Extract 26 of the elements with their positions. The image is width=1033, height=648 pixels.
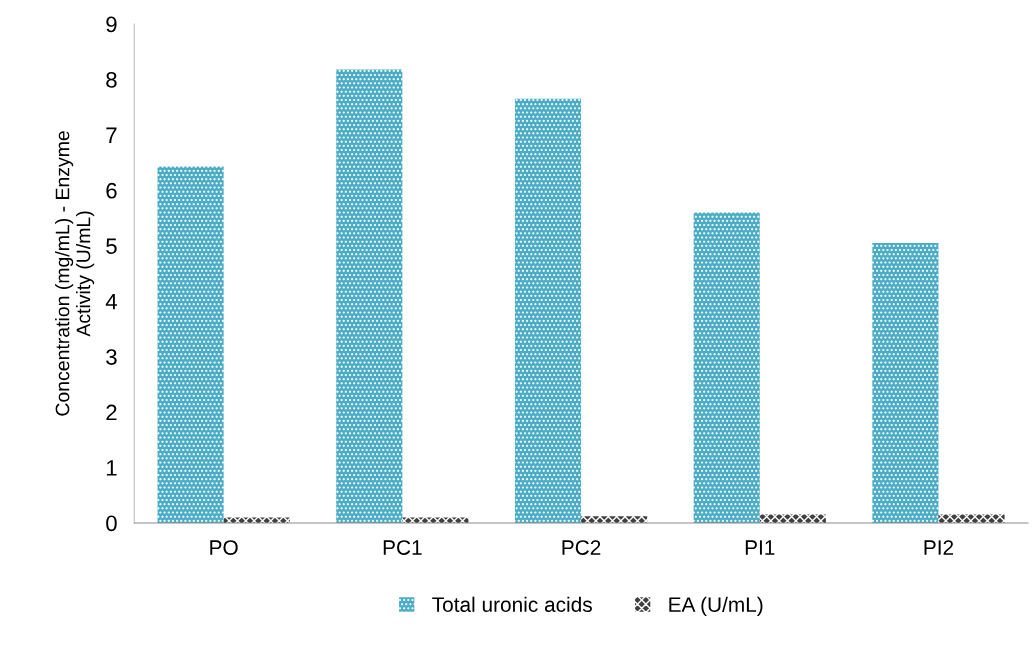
bar	[223, 517, 290, 523]
y-tick-label: 8	[106, 71, 117, 88]
bar	[402, 517, 469, 523]
bar	[693, 212, 760, 523]
bar	[157, 166, 224, 523]
y-tick-label: 6	[106, 182, 117, 199]
x-tick-label: PI2	[924, 540, 954, 555]
y-tick-label: 1	[106, 460, 117, 476]
y-tick-label: 4	[105, 293, 117, 310]
y-tick-label: 9	[106, 16, 117, 33]
y-tick-label: 0	[106, 515, 117, 532]
y-tick-label: 3	[106, 349, 117, 365]
x-tick-label: PC1	[383, 540, 422, 555]
y-tick-label: 2	[106, 404, 117, 421]
x-tick-label: PI1	[745, 540, 775, 555]
bar	[514, 98, 582, 523]
x-tick-label: PO	[210, 540, 238, 555]
y-tick-label: 5	[106, 238, 117, 255]
y-tick-label: 7	[106, 127, 117, 143]
bar	[336, 69, 403, 523]
y-axis-title: Concentration (mg/mL) - Enzyme Activity (U/mL)	[55, 131, 95, 416]
legend-label: EA (U/mL)	[669, 596, 763, 617]
bar	[872, 242, 939, 523]
x-tick-label: PC2	[562, 540, 601, 555]
bar	[581, 516, 648, 523]
legend-label: Total uronic acids	[432, 596, 592, 612]
